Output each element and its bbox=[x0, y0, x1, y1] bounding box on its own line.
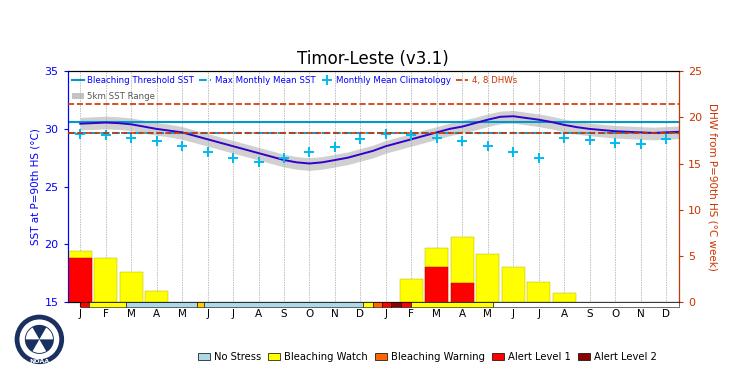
Bar bbox=[502, 267, 525, 302]
Bar bbox=[80, 302, 89, 307]
Bar bbox=[89, 302, 126, 307]
Bar bbox=[425, 248, 448, 302]
Bar bbox=[400, 279, 423, 302]
Y-axis label: SST at P=90th HS (°C): SST at P=90th HS (°C) bbox=[30, 128, 40, 245]
Bar bbox=[401, 302, 411, 307]
Circle shape bbox=[25, 325, 54, 354]
Legend: No Stress, Bleaching Watch, Bleaching Warning, Alert Level 1, Alert Level 2: No Stress, Bleaching Watch, Bleaching Wa… bbox=[194, 348, 661, 366]
Bar bbox=[425, 267, 448, 302]
Bar bbox=[373, 302, 382, 307]
Bar bbox=[94, 258, 117, 302]
Bar bbox=[411, 302, 493, 307]
Bar bbox=[120, 272, 142, 302]
Bar bbox=[363, 302, 373, 307]
Bar bbox=[69, 251, 92, 302]
Bar bbox=[391, 302, 401, 307]
Legend: 5km SST Range: 5km SST Range bbox=[72, 92, 155, 101]
Circle shape bbox=[20, 320, 59, 359]
Bar bbox=[451, 237, 474, 302]
Bar bbox=[553, 292, 575, 302]
Wedge shape bbox=[26, 328, 39, 339]
Bar bbox=[527, 282, 550, 302]
Wedge shape bbox=[32, 339, 46, 353]
Bar bbox=[126, 302, 197, 307]
Bar bbox=[476, 254, 500, 302]
Bar bbox=[493, 302, 679, 307]
Bar bbox=[69, 258, 92, 302]
Bar bbox=[382, 302, 391, 307]
Wedge shape bbox=[39, 328, 53, 339]
Bar bbox=[146, 291, 168, 302]
Title: Timor-Leste (v3.1): Timor-Leste (v3.1) bbox=[297, 50, 449, 68]
Bar bbox=[204, 302, 363, 307]
Circle shape bbox=[13, 314, 65, 365]
Bar bbox=[451, 284, 474, 302]
Y-axis label: DHW from P=90th HS (°C week): DHW from P=90th HS (°C week) bbox=[707, 103, 718, 270]
Text: NOAA: NOAA bbox=[29, 359, 50, 364]
Bar bbox=[197, 302, 204, 307]
